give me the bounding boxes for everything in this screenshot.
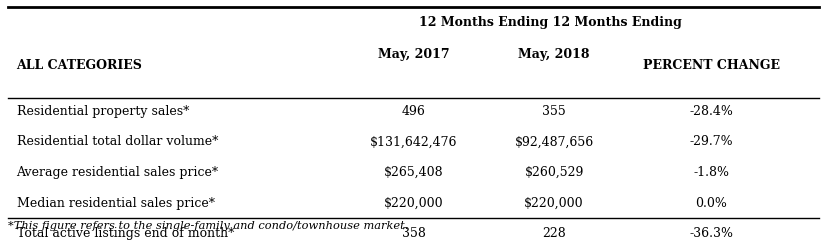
Text: Residential property sales*: Residential property sales*	[17, 105, 189, 118]
Text: $220,000: $220,000	[524, 197, 584, 210]
Text: 228: 228	[543, 227, 566, 240]
Text: 355: 355	[543, 105, 566, 118]
Text: -28.4%: -28.4%	[689, 105, 734, 118]
Text: 12 Months Ending 12 Months Ending: 12 Months Ending 12 Months Ending	[418, 16, 681, 29]
Text: ALL CATEGORIES: ALL CATEGORIES	[17, 59, 142, 72]
Text: $92,487,656: $92,487,656	[514, 135, 594, 148]
Text: -36.3%: -36.3%	[689, 227, 734, 240]
Text: 358: 358	[402, 227, 425, 240]
Text: $265,408: $265,408	[384, 166, 443, 179]
Text: -1.8%: -1.8%	[693, 166, 729, 179]
Text: $131,642,476: $131,642,476	[370, 135, 457, 148]
Text: Median residential sales price*: Median residential sales price*	[17, 197, 214, 210]
Text: May, 2018: May, 2018	[519, 48, 590, 61]
Text: $260,529: $260,529	[524, 166, 584, 179]
Text: Total active listings end of month*: Total active listings end of month*	[17, 227, 234, 240]
Text: May, 2017: May, 2017	[378, 48, 449, 61]
Text: Residential total dollar volume*: Residential total dollar volume*	[17, 135, 218, 148]
Text: 0.0%: 0.0%	[696, 197, 727, 210]
Text: $220,000: $220,000	[384, 197, 443, 210]
Text: *This figure refers to the single-family and condo/townhouse market.: *This figure refers to the single-family…	[8, 221, 409, 230]
Text: PERCENT CHANGE: PERCENT CHANGE	[643, 59, 780, 72]
Text: -29.7%: -29.7%	[690, 135, 733, 148]
Text: 496: 496	[402, 105, 425, 118]
Text: Average residential sales price*: Average residential sales price*	[17, 166, 218, 179]
